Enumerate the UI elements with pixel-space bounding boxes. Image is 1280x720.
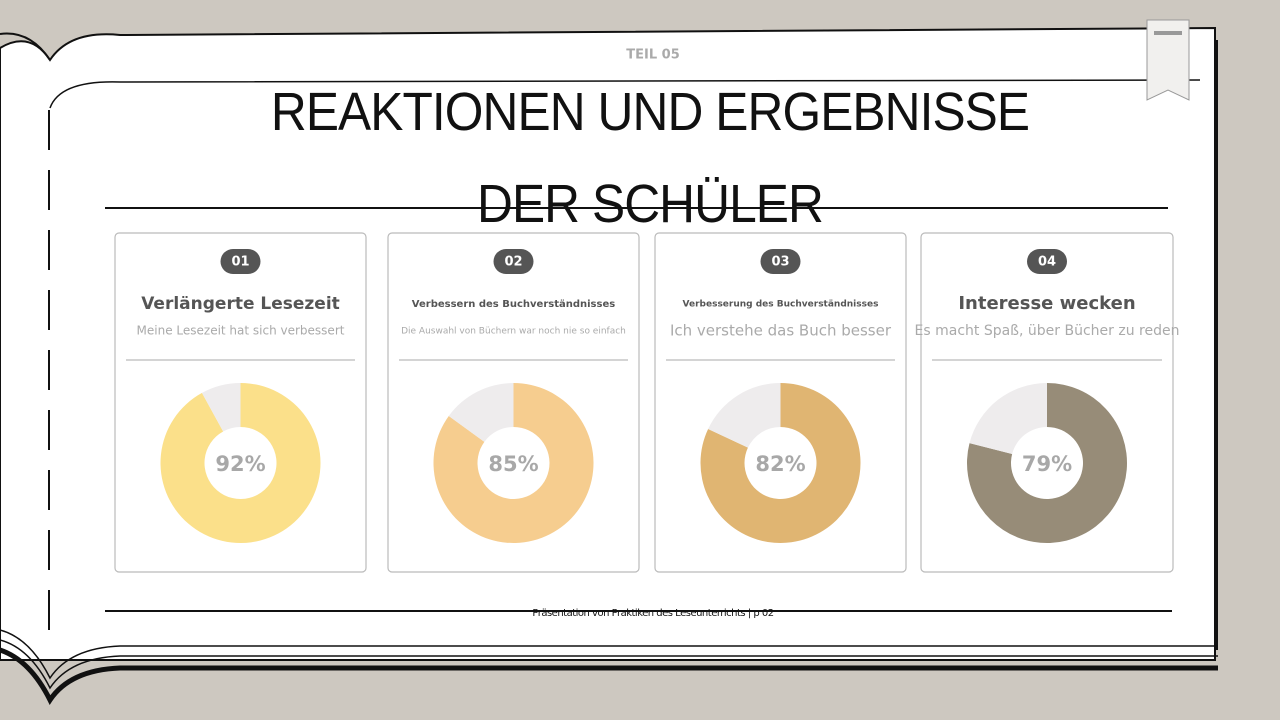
card-subtitle: Meine Lesezeit hat sich verbessert [137, 324, 345, 338]
donut-segment [967, 383, 1127, 543]
card-subtitle: Es macht Spaß, über Bücher zu reden [915, 323, 1180, 339]
card-title: Interesse wecken [958, 293, 1135, 314]
card-subtitle: Die Auswahl von Büchern war noch nie so … [401, 327, 626, 337]
donut-segment [969, 383, 1047, 455]
page-edge [0, 32, 51, 61]
value-label: 82% [755, 452, 805, 476]
donut-segment [708, 383, 781, 448]
footer: Präsentation von Praktiken des Leseunter… [532, 608, 773, 619]
card-number: 03 [771, 255, 789, 270]
card-title: Verlängerte Lesezeit [141, 294, 340, 314]
donut-segment [700, 383, 861, 543]
page-edge [0, 647, 1218, 705]
value-label: 79% [1022, 452, 1072, 476]
number-badge [760, 249, 801, 274]
page-edge [0, 639, 1218, 690]
card-number: 02 [504, 255, 522, 270]
donut-segment [448, 383, 514, 442]
value-label: 92% [215, 452, 265, 476]
card-number: 01 [231, 255, 249, 270]
card-number: 04 [1038, 255, 1056, 270]
donut-segment [433, 383, 594, 543]
number-badge [220, 249, 261, 274]
bookmark [1146, 19, 1190, 101]
page-edge [0, 629, 1218, 680]
bookmark-line [1154, 31, 1182, 35]
number-badge [493, 249, 534, 274]
page-edge [49, 79, 1201, 109]
donut-segment [160, 383, 321, 543]
card-title: Verbessern des Buchverständnisses [412, 299, 615, 310]
card-title: Verbesserung des Buchverständnisses [683, 300, 879, 310]
card-subtitle: Ich verstehe das Buch besser [670, 322, 892, 340]
kicker: TEIL 05 [626, 48, 680, 63]
title: REAKTIONEN UND ERGEBNISSE DER SCHÜLER [270, 82, 1030, 234]
number-badge [1027, 249, 1067, 274]
donut-segment [201, 383, 241, 432]
value-label: 85% [488, 452, 538, 476]
